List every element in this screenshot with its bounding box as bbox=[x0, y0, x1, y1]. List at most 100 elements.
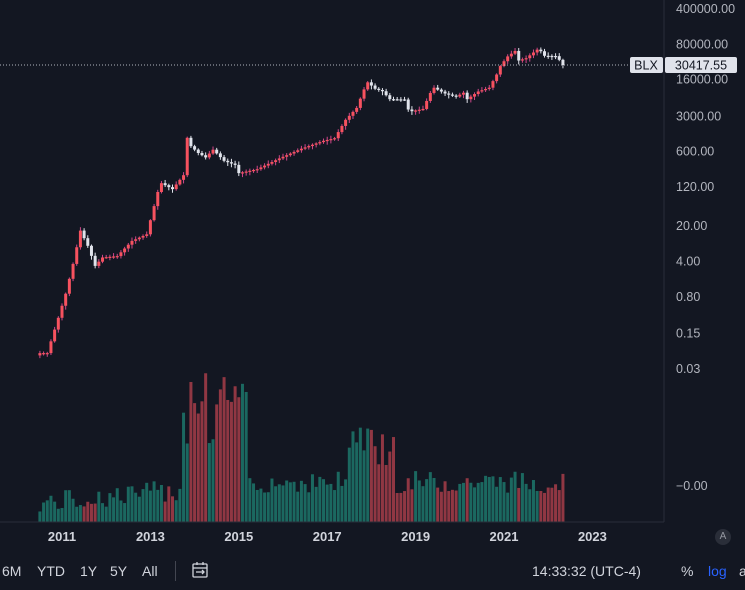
volume-bar bbox=[171, 496, 174, 522]
candle bbox=[340, 124, 344, 135]
candle bbox=[509, 50, 513, 59]
price-axis-tick: 3000.00 bbox=[676, 109, 721, 123]
candle bbox=[399, 97, 403, 102]
volume-bar bbox=[86, 501, 90, 522]
candle bbox=[134, 236, 138, 244]
volume-bar bbox=[358, 427, 362, 522]
volume-bar bbox=[123, 503, 127, 522]
volume-bar bbox=[480, 482, 484, 522]
time-axis[interactable]: 2011 2013 2015 2017 2019 2021 2023 bbox=[48, 529, 607, 544]
candle bbox=[369, 79, 373, 90]
candle bbox=[204, 152, 208, 160]
volume-bar bbox=[266, 492, 270, 522]
volume-bar bbox=[108, 493, 112, 522]
range-all-button[interactable]: All bbox=[142, 563, 158, 579]
candle bbox=[421, 105, 425, 111]
log-toggle[interactable]: log bbox=[708, 563, 727, 579]
candle bbox=[141, 234, 145, 240]
volume-bar bbox=[182, 412, 186, 522]
candle bbox=[152, 203, 156, 222]
price-chart[interactable]: 400000.00 80000.00 16000.00 3000.00 600.00 12… bbox=[0, 0, 745, 552]
candle bbox=[436, 84, 440, 91]
volume-bar bbox=[137, 496, 141, 522]
volume-bar bbox=[75, 506, 79, 522]
volume-bar bbox=[432, 478, 436, 522]
volume-bar bbox=[495, 486, 499, 522]
candle bbox=[237, 161, 241, 177]
candle bbox=[351, 110, 355, 120]
volume-bar bbox=[428, 472, 432, 522]
percent-toggle[interactable]: % bbox=[681, 563, 694, 579]
candle bbox=[126, 242, 130, 252]
volume-bar bbox=[64, 490, 68, 522]
candle bbox=[42, 351, 46, 356]
volume-bar bbox=[535, 490, 539, 522]
volume-bar bbox=[53, 501, 57, 522]
volume-bar bbox=[469, 482, 473, 522]
volume-bar bbox=[215, 404, 219, 522]
candle bbox=[75, 244, 79, 266]
volume-bar bbox=[226, 399, 230, 522]
volume-bar bbox=[340, 485, 344, 522]
volume-bar bbox=[436, 487, 440, 522]
range-1y-button[interactable]: 1Y bbox=[80, 563, 98, 579]
candle bbox=[543, 48, 547, 58]
candle bbox=[119, 250, 123, 259]
candle bbox=[178, 178, 182, 186]
candle bbox=[145, 231, 149, 238]
candle bbox=[461, 90, 465, 99]
candle bbox=[207, 150, 211, 160]
candle bbox=[432, 85, 436, 95]
volume-bar bbox=[425, 479, 429, 522]
volume-bar bbox=[392, 437, 395, 522]
volume-bar bbox=[49, 495, 53, 522]
candle bbox=[49, 339, 53, 356]
volume-bar bbox=[355, 442, 359, 522]
range-5y-button[interactable]: 5Y bbox=[110, 563, 128, 579]
volume-axis-tick: −0.00 bbox=[676, 479, 708, 493]
clock-time[interactable]: 14:33:32 (UTC-4) bbox=[532, 563, 641, 579]
candle bbox=[410, 106, 414, 115]
volume-bar bbox=[543, 492, 547, 522]
volume-bar bbox=[314, 486, 318, 522]
volume-bar bbox=[550, 487, 554, 522]
volume-bar bbox=[561, 473, 565, 522]
candle bbox=[373, 83, 377, 91]
volume-bar bbox=[60, 508, 64, 522]
auto-scale-button[interactable]: A bbox=[715, 529, 731, 545]
candle bbox=[528, 53, 532, 62]
candle bbox=[56, 316, 60, 333]
volume-bar bbox=[362, 450, 366, 522]
candle bbox=[182, 172, 186, 184]
range-6m-button[interactable]: 6M bbox=[2, 563, 22, 579]
candle bbox=[417, 106, 421, 114]
candle bbox=[439, 88, 443, 94]
candle bbox=[377, 87, 381, 92]
candle bbox=[266, 160, 270, 169]
candle bbox=[517, 47, 521, 65]
volume-bar bbox=[528, 489, 532, 522]
volume-bar bbox=[454, 490, 458, 522]
volume-bar bbox=[148, 490, 152, 522]
volume-bar bbox=[218, 389, 222, 522]
volume-bar bbox=[207, 443, 211, 522]
volume-bar bbox=[325, 484, 329, 522]
candle bbox=[108, 254, 112, 261]
auto-toggle[interactable]: a bbox=[739, 563, 745, 579]
volume-bar bbox=[366, 428, 370, 522]
time-axis-tick: 2017 bbox=[313, 529, 342, 544]
candle bbox=[454, 94, 458, 99]
volume-bar bbox=[322, 479, 326, 522]
candle bbox=[303, 144, 307, 151]
candle bbox=[502, 59, 506, 68]
date-range-icon[interactable] bbox=[191, 561, 209, 582]
candle bbox=[531, 49, 535, 59]
volume-bar bbox=[484, 475, 488, 522]
volume-bar bbox=[248, 478, 252, 522]
volume-bar bbox=[97, 491, 101, 522]
price-axis-tick: 80000.00 bbox=[676, 37, 728, 51]
price-axis[interactable]: 400000.00 80000.00 16000.00 3000.00 600.00 12… bbox=[676, 2, 735, 376]
candle bbox=[78, 227, 82, 250]
range-ytd-button[interactable]: YTD bbox=[37, 563, 65, 579]
volume-bar bbox=[465, 478, 469, 522]
